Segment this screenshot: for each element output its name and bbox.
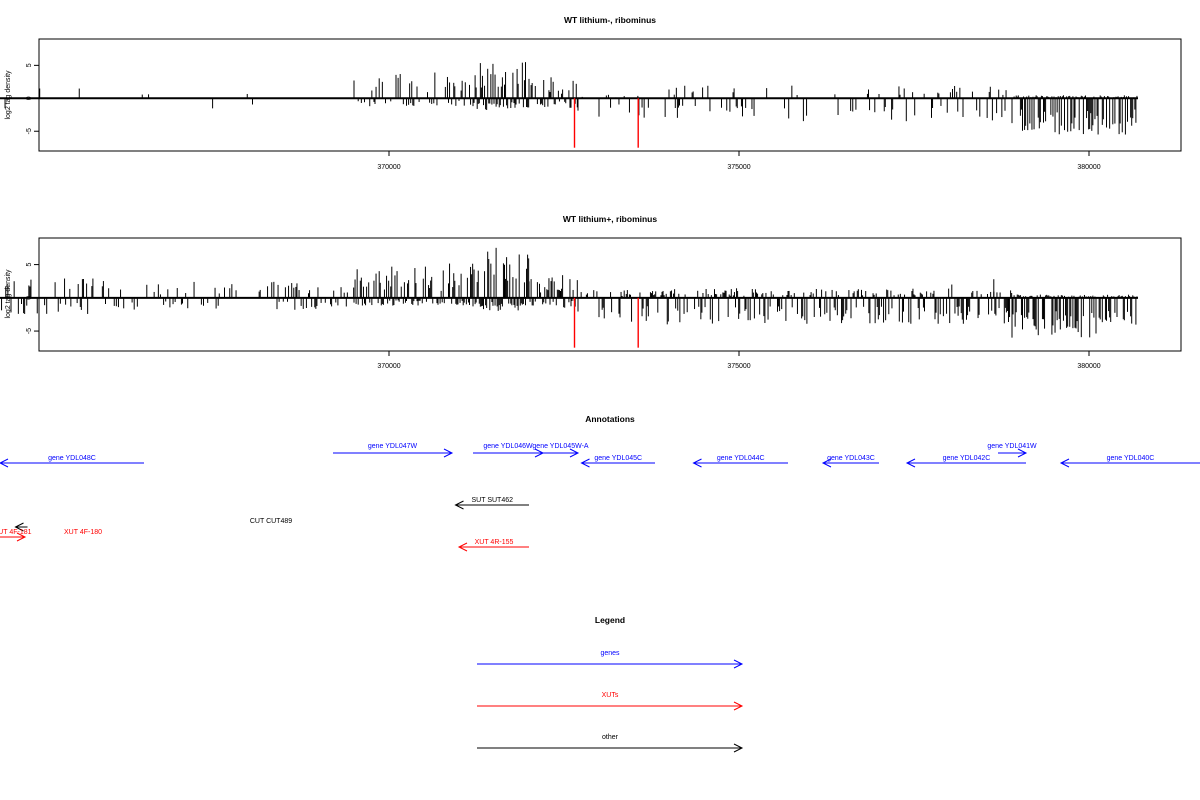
x-tick-label: 370000 xyxy=(377,363,400,370)
feature-arrow xyxy=(821,458,879,468)
panel-title: WT lithium-, ribominus xyxy=(564,15,656,25)
plot-frame xyxy=(38,237,1182,352)
arrow-head xyxy=(1017,448,1028,458)
arrow-head xyxy=(16,532,27,542)
feature-arrow xyxy=(473,448,545,458)
feature-arrow xyxy=(0,458,144,468)
feature-label: CUT CUT489 xyxy=(250,518,292,525)
x-tick-label: 375000 xyxy=(727,164,750,171)
legend-title: Legend xyxy=(595,615,625,625)
feature-arrow xyxy=(1059,458,1200,468)
arrow-head xyxy=(733,743,744,753)
arrow-head xyxy=(733,659,744,669)
feature-label: SUT SUT462 xyxy=(472,497,514,504)
x-tick-label: 380000 xyxy=(1077,164,1100,171)
y-tick-label: 5 xyxy=(26,63,33,67)
y-axis-label: log2 tag density xyxy=(5,70,12,120)
feature-arrow xyxy=(998,448,1028,458)
y-axis-label: log2 tag density xyxy=(5,269,12,319)
y-tick-label: 5 xyxy=(26,263,33,267)
feature-label: gene YDL048C xyxy=(48,455,96,462)
arrow-head xyxy=(569,448,580,458)
feature-label: gene YDL045C xyxy=(594,455,642,462)
feature-arrow xyxy=(543,448,580,458)
legend: Legend genes XUTs other xyxy=(477,615,744,753)
tag-density-bars xyxy=(1,247,1138,338)
arrow-head xyxy=(0,458,9,468)
x-axis: 370000 375000 380000 xyxy=(377,151,1101,171)
arrow-head xyxy=(905,458,916,468)
x-axis: 370000 375000 380000 xyxy=(377,351,1101,370)
feature-arrow xyxy=(454,500,529,510)
feature-arrow xyxy=(580,458,655,468)
plot-frame xyxy=(38,38,1182,152)
feature-arrow xyxy=(457,542,529,552)
arrow-head xyxy=(733,701,744,711)
arrow-head xyxy=(692,458,702,468)
feature-arrow xyxy=(905,458,1026,468)
panel-lithium-plus: WT lithium+, ribominus log2 tag density … xyxy=(0,214,1182,370)
feature-label: gene YDL042C xyxy=(943,455,991,462)
arrow-head xyxy=(457,542,468,552)
annotations-track: Annotations gene YDL049Cgene YDL048Cgene… xyxy=(0,414,1200,552)
legend-label: genes xyxy=(600,650,620,657)
highlight-peaks xyxy=(573,98,639,148)
feature-arrow xyxy=(0,532,27,542)
feature-label: gene YDL040C xyxy=(1107,455,1155,462)
feature-arrow xyxy=(333,448,454,458)
legend-arrow xyxy=(477,743,744,753)
x-tick-label: 370000 xyxy=(377,164,400,171)
feature-label: gene YDL047W xyxy=(368,443,418,450)
legend-entries: genes XUTs other xyxy=(477,650,744,753)
arrow-head xyxy=(443,448,454,458)
feature-label: gene YDL041W xyxy=(987,443,1037,450)
feature-arrow xyxy=(692,458,788,468)
arrow-head xyxy=(454,500,464,510)
feature-arrow xyxy=(14,522,28,532)
y-tick-label: -5 xyxy=(26,128,33,134)
x-tick-label: 380000 xyxy=(1077,363,1100,370)
legend-label: XUTs xyxy=(602,692,619,699)
feature-label: XUT 4R-155 xyxy=(475,539,514,546)
feature-label: gene YDL043C xyxy=(827,455,875,462)
annotations-title: Annotations xyxy=(585,414,635,424)
x-tick-label: 375000 xyxy=(727,363,750,370)
arrow-head xyxy=(1059,458,1070,468)
legend-arrow xyxy=(477,659,744,669)
panel-title: WT lithium+, ribominus xyxy=(563,214,657,224)
feature-label: gene YDL044C xyxy=(717,455,765,462)
legend-arrow xyxy=(477,701,744,711)
arrow-head xyxy=(580,458,590,468)
feature-label: XUT 4F-180 xyxy=(64,529,102,536)
feature-label: XUT 4F-181 xyxy=(0,529,32,536)
feature-label: gene YDL045W-A xyxy=(532,443,588,450)
arrow-head xyxy=(821,458,832,468)
legend-label: other xyxy=(602,734,619,741)
y-tick-label: -5 xyxy=(26,328,33,334)
arrow-head xyxy=(14,522,24,532)
feature-label: gene YDL046W xyxy=(483,443,533,450)
panel-lithium-minus: WT lithium-, ribominus log2 tag density … xyxy=(0,15,1182,171)
highlight-peaks xyxy=(573,297,639,348)
